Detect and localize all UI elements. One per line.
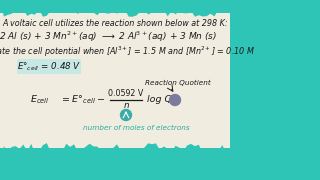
Text: Reaction Quotient: Reaction Quotient [145,80,211,86]
Text: b  Calculate the cell potential when [Al$^{3+}$] = 1.5 M and [Mn$^{2+}$] = 0.10 : b Calculate the cell potential when [Al$… [0,45,254,59]
Text: number of moles of electrons: number of moles of electrons [83,125,189,131]
Text: $E°_{cell}$ = 0.48 V: $E°_{cell}$ = 0.48 V [17,60,81,73]
Polygon shape [0,0,230,17]
Circle shape [121,109,132,120]
Text: $= E°_{cell} -$: $= E°_{cell} -$ [60,94,105,106]
Text: n: n [123,102,129,111]
Bar [230,0,320,180]
Text: 0.0592 V: 0.0592 V [108,89,144,98]
Text: log Q: log Q [147,96,172,105]
Text: A voltaic cell utilizes the reaction shown below at 298 K:: A voltaic cell utilizes the reaction sho… [2,19,228,28]
Polygon shape [0,143,230,180]
Bar [0,13,230,148]
Text: $E_{cell}$: $E_{cell}$ [30,94,49,106]
Circle shape [170,94,180,105]
Text: 2 Al (s) + 3 Mn$^{2+}$(aq) $\longrightarrow$ 2 Al$^{3+}$(aq) + 3 Mn (s): 2 Al (s) + 3 Mn$^{2+}$(aq) $\longrightar… [0,30,217,44]
FancyBboxPatch shape [17,59,81,74]
